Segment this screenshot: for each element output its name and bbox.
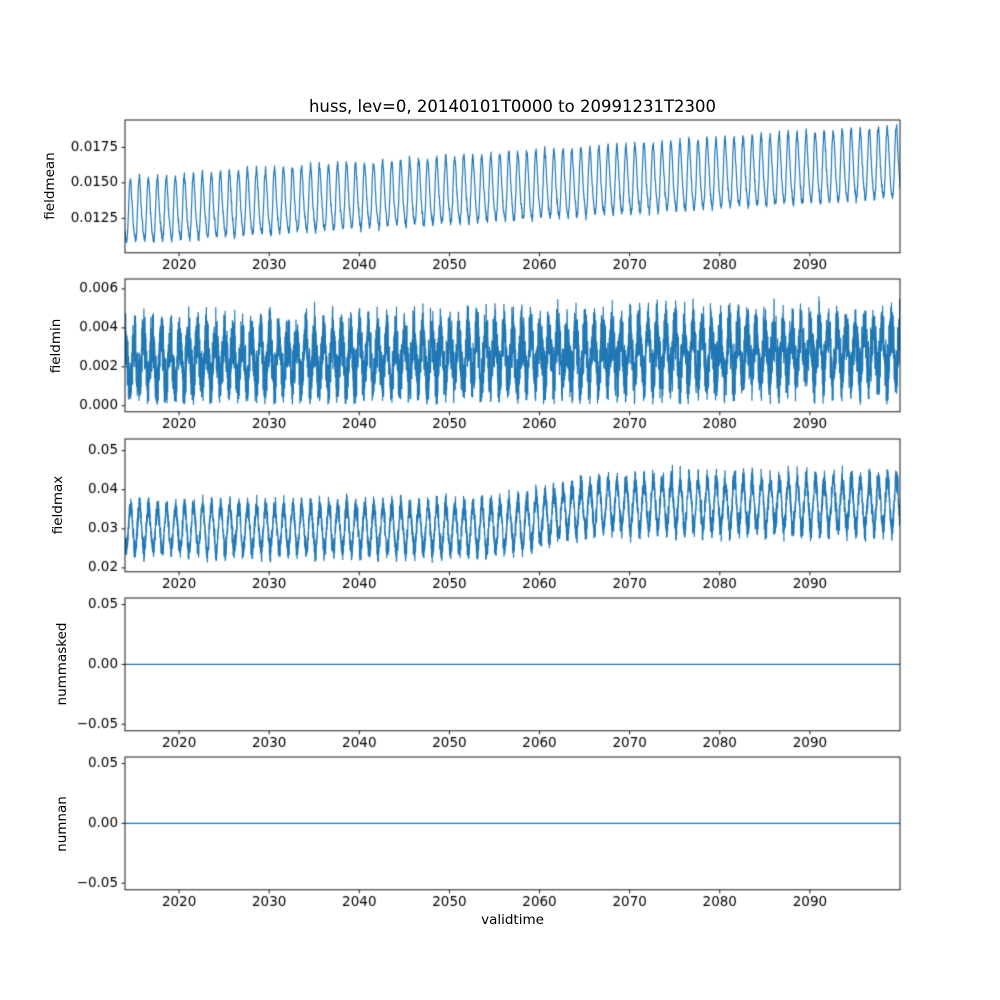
- chart-canvas-fieldmin: [0, 269, 1000, 448]
- ylabel-fieldmean: fieldmean: [42, 152, 58, 220]
- chart-canvas-nummasked: [0, 587, 1000, 766]
- ylabel-fieldmin: fieldmin: [48, 318, 64, 374]
- chart-canvas-numnan: [0, 747, 1000, 926]
- chart-canvas-fieldmax: [0, 428, 1000, 607]
- chart-canvas-fieldmean: [0, 110, 1000, 288]
- x-axis-label: validtime: [481, 912, 544, 928]
- ylabel-fieldmax: fieldmax: [50, 475, 66, 535]
- ylabel-numnan: numnan: [54, 796, 70, 852]
- ylabel-nummasked: nummasked: [54, 622, 70, 706]
